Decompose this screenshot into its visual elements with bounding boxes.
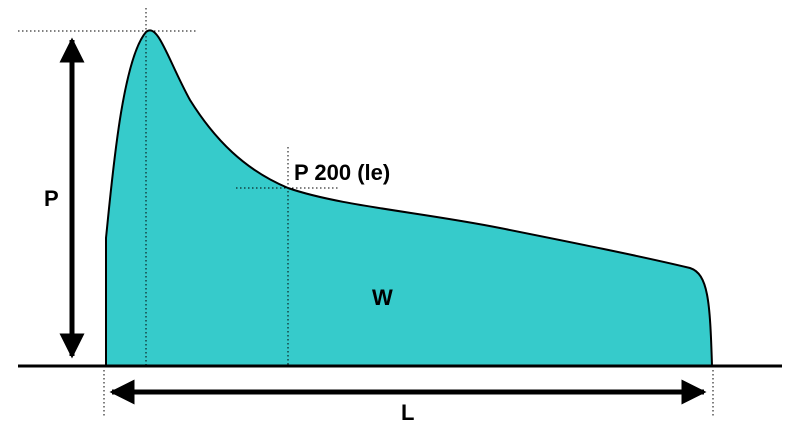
p200-label: P 200 (le)	[294, 160, 390, 185]
l-label: L	[401, 400, 414, 425]
p-label: P	[44, 186, 59, 211]
curve-area	[105, 29, 714, 367]
w-label: W	[372, 285, 393, 310]
